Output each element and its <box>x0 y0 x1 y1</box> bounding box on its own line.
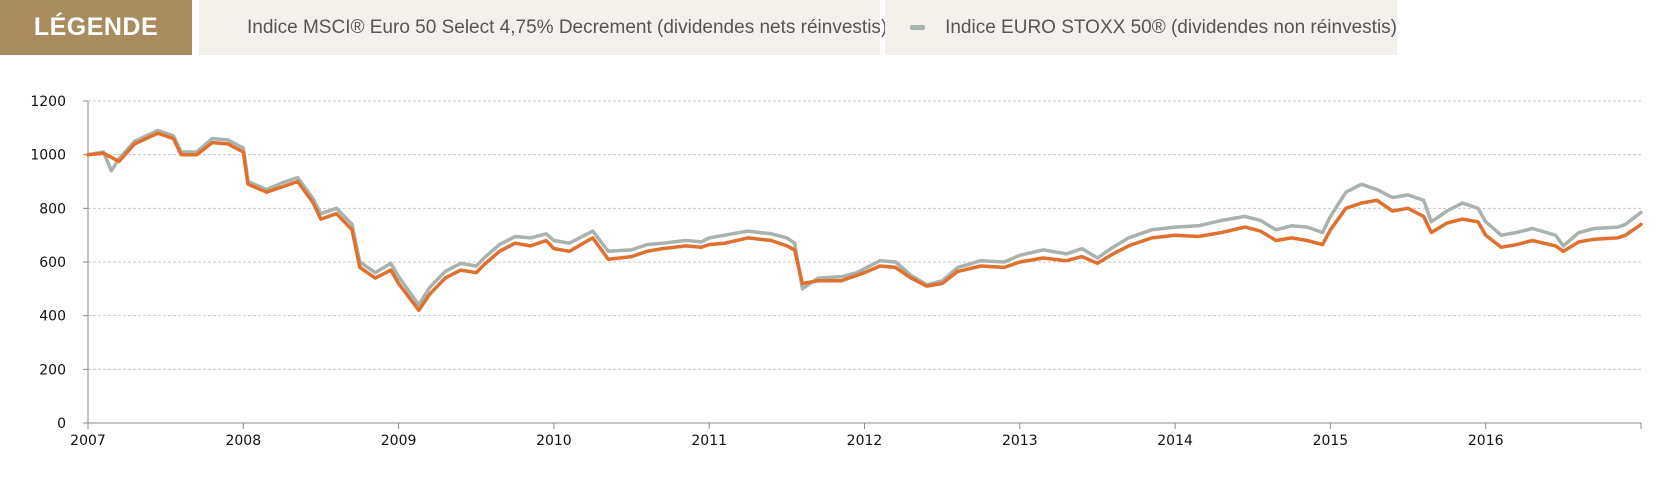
x-tick-label: 2010 <box>536 433 572 449</box>
legend-title: LÉGENDE <box>0 0 192 55</box>
y-tick-label: 0 <box>57 416 66 432</box>
legend-item-msci: Indice MSCI® Euro 50 Select 4,75% Decrem… <box>199 0 887 55</box>
x-tick-label: 2014 <box>1157 433 1193 449</box>
series-line-msci <box>86 131 1643 313</box>
legend-label-eurostoxx: Indice EURO STOXX 50® (dividendes non ré… <box>945 16 1397 38</box>
tick-labels: 0 200 400 600 800 1000 1200 2007 2008 2009 2010 201… <box>30 94 1503 449</box>
x-tick-label: 2015 <box>1313 433 1349 449</box>
axes <box>83 100 1642 429</box>
y-tick-label: 600 <box>39 255 66 271</box>
legend: LÉGENDE Indice MSCI® Euro 50 Select 4,75… <box>0 0 1665 55</box>
legend-swatch-eurostoxx <box>910 25 926 30</box>
x-tick-label: 2009 <box>381 433 417 449</box>
x-tick-label: 2011 <box>691 433 727 449</box>
x-tick-label: 2012 <box>847 433 883 449</box>
y-tick-label: 800 <box>39 201 66 217</box>
y-tick-label: 1200 <box>30 94 66 110</box>
y-tick-label: 400 <box>39 309 66 325</box>
series-line-eurostoxx <box>86 128 1643 307</box>
legend-label-msci: Indice MSCI® Euro 50 Select 4,75% Decrem… <box>247 16 888 38</box>
x-tick-label: 2007 <box>70 433 106 449</box>
x-tick-label: 2008 <box>225 433 261 449</box>
y-tick-label: 200 <box>39 362 66 378</box>
legend-item-eurostoxx: Indice EURO STOXX 50® (dividendes non ré… <box>885 0 1397 55</box>
series <box>86 128 1643 313</box>
y-tick-label: 1000 <box>30 148 66 164</box>
grid <box>88 100 1641 370</box>
x-tick-label: 2016 <box>1468 433 1504 449</box>
x-tick-label: 2013 <box>1002 433 1038 449</box>
